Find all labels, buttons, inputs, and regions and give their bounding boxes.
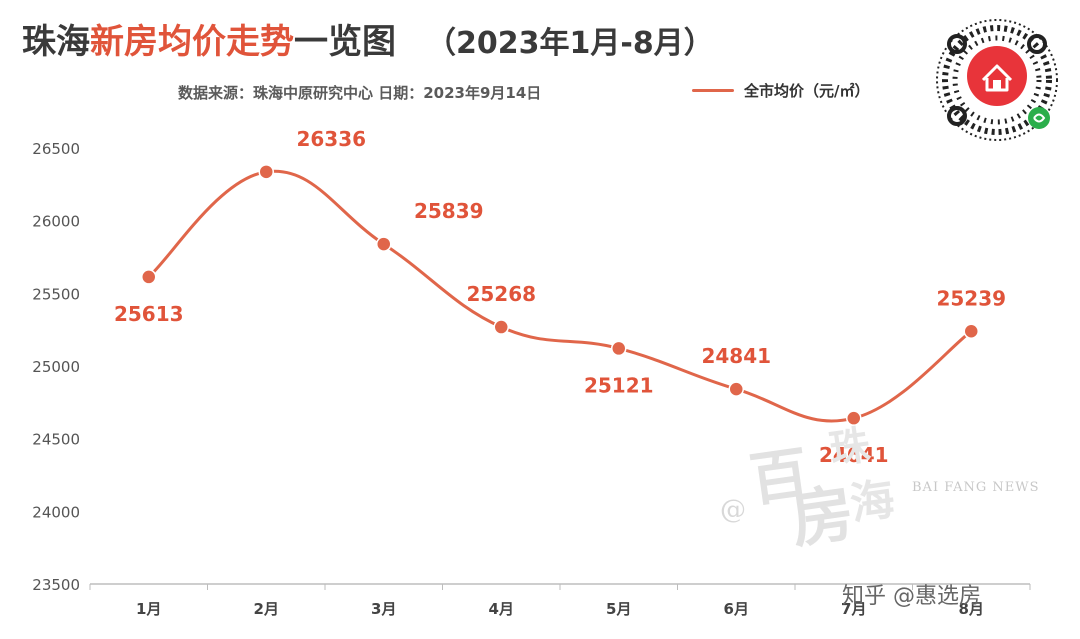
data-label: 25239 [936,286,1006,310]
y-tick-label: 25500 [32,285,80,303]
data-label: 25121 [584,373,654,397]
data-point [258,164,274,180]
series-line [147,169,973,423]
x-tick-label: 5月 [606,600,631,618]
title-period: （2023年1月-8月） [426,26,714,61]
data-point [963,323,979,340]
y-tick-label: 24500 [32,431,80,449]
y-tick-label: 25000 [32,358,80,376]
y-tick-label: 23500 [32,576,80,594]
title-highlight: 新房均价走势 [90,22,294,62]
data-point [611,340,627,357]
data-label: 25268 [466,282,536,306]
mini-program-qr-code-icon [936,19,1058,141]
data-point [141,269,157,285]
svg-text:房: 房 [787,476,859,557]
data-label: 24641 [819,443,889,467]
legend: 全市均价（元/㎡） [692,80,869,101]
chart-title: 珠海新房均价走势一览图 （2023年1月-8月） [22,14,714,63]
bai-fang-watermark-logo: @ 百 房 珠 海 [720,421,898,557]
author-credit: 知乎 @惠选房 [842,584,981,609]
svg-text:@: @ [720,495,746,525]
axis-layer: 1月 2月 3月 4月 5月 6月 7月 8月 23500 24000 24500 25000 2550… [32,140,1031,618]
data-point [846,410,862,426]
point-layer [141,164,979,426]
y-tick-label: 24000 [32,503,80,521]
data-point [493,319,509,335]
legend-line-swatch [692,89,734,92]
data-label: 25839 [414,199,484,223]
data-label: 24841 [701,344,771,368]
line-layer [147,169,973,423]
label-layer: 25613 26336 25839 25268 25121 24841 24641 25239 [114,127,1006,467]
source-note: 数据来源：珠海中原研究中心 日期：2023年9月14日 [178,84,542,102]
watermark-brand-text: BAI FANG NEWS [912,480,1040,495]
y-tick-label: 26500 [32,140,80,158]
data-point [728,381,744,397]
x-tick-label: 6月 [724,600,749,618]
data-label: 25613 [114,302,184,326]
x-tick-label: 8月 [959,600,984,618]
x-tick-label: 4月 [489,600,514,618]
x-tick-label: 1月 [136,600,161,618]
legend-label: 全市均价（元/㎡） [744,82,870,100]
x-tick-label: 7月 [841,600,866,618]
title-prefix: 珠海 [22,22,90,62]
svg-text:海: 海 [847,474,898,531]
svg-text:珠: 珠 [827,421,874,473]
data-point [376,236,392,252]
x-tick-label: 2月 [254,600,279,618]
svg-text:百: 百 [746,439,813,514]
x-tick-label: 3月 [371,600,396,618]
data-label: 26336 [296,127,366,151]
title-suffix: 一览图 [294,22,396,62]
y-tick-label: 26000 [32,213,80,231]
